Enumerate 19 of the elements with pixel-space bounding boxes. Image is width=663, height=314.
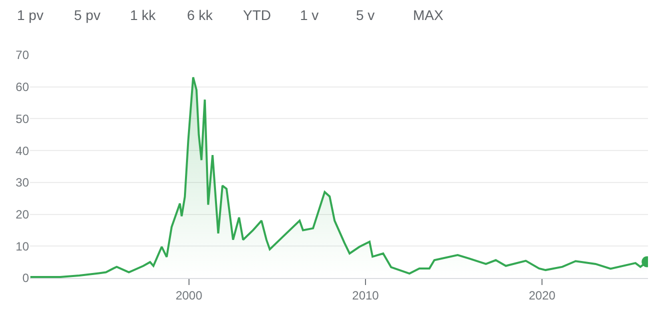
text: 1 kk — [130, 7, 157, 23]
y-tick-label: 30 — [16, 176, 30, 190]
text: 1 pv — [17, 7, 44, 23]
y-tick-label: 40 — [16, 144, 30, 158]
text: 5 pv — [74, 7, 100, 23]
y-tick-label: 50 — [16, 112, 30, 126]
text: YTD — [243, 7, 271, 23]
y-tick-label: 0 — [22, 271, 30, 286]
text: MAX — [413, 7, 444, 23]
y-tick-label: 10 — [16, 239, 30, 254]
x-tick-label: 2000 — [176, 288, 203, 302]
text: 6 kk — [187, 7, 214, 23]
text: 1 v — [300, 7, 319, 23]
y-tick-label: 20 — [16, 207, 30, 222]
x-tick-label: 2010 — [352, 288, 380, 302]
x-tick-label: 2020 — [528, 288, 556, 302]
y-tick-label: 60 — [16, 80, 30, 94]
text: 5 v — [356, 7, 375, 23]
y-tick-label: 70 — [16, 48, 30, 62]
